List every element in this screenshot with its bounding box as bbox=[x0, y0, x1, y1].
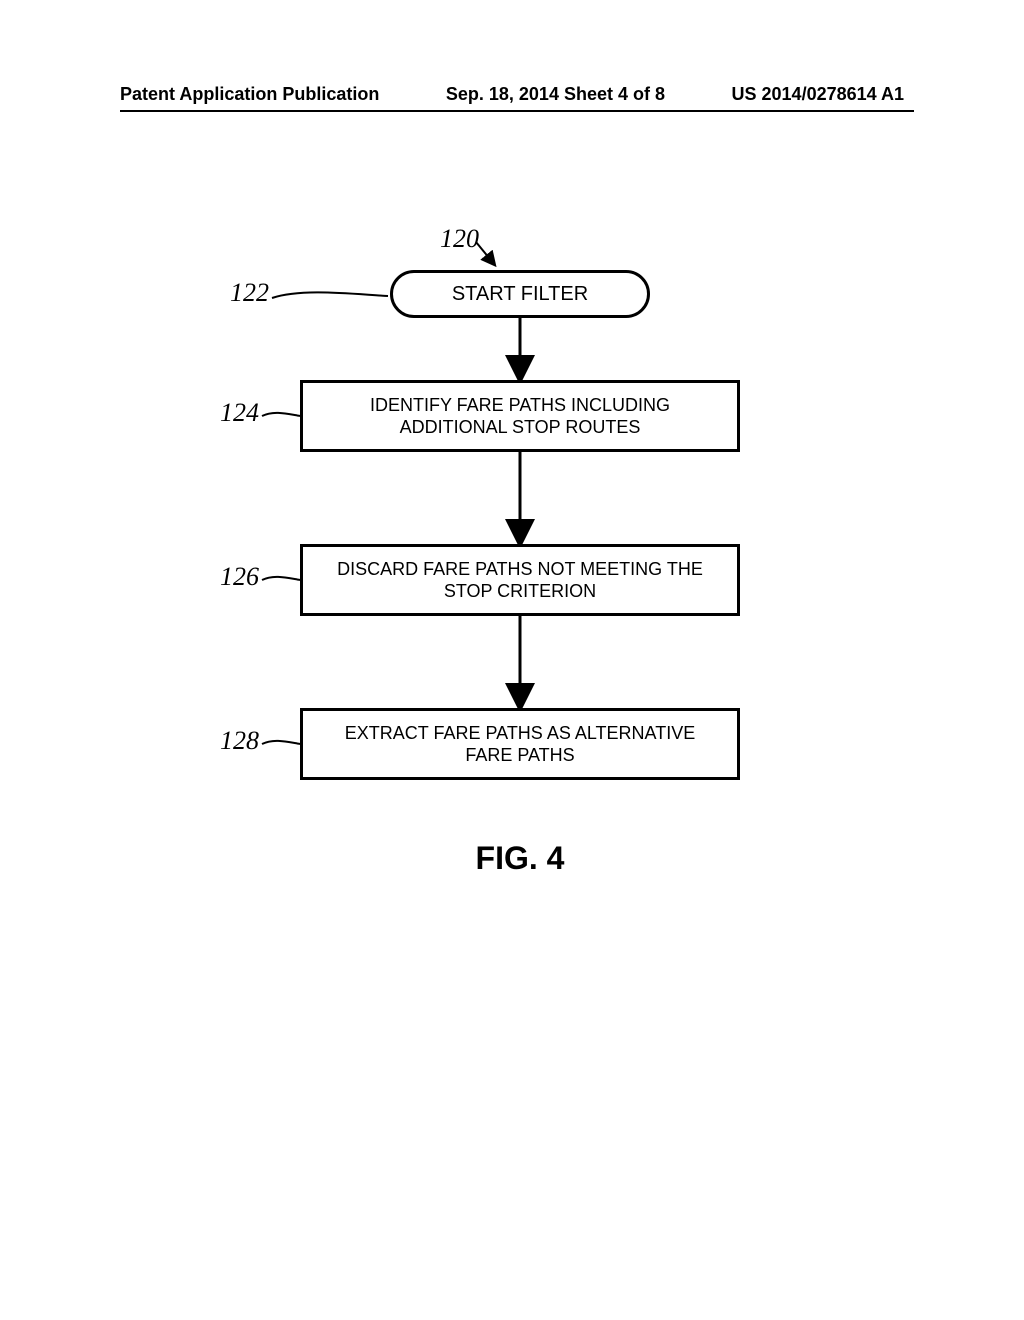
page-header: Patent Application Publication Sep. 18, … bbox=[0, 84, 1024, 105]
step1-node: IDENTIFY FARE PATHS INCLUDING ADDITIONAL… bbox=[300, 380, 740, 452]
ref-126-tick bbox=[262, 574, 302, 590]
ref-124: 124 bbox=[220, 398, 259, 428]
ref-120-arrow bbox=[476, 242, 506, 272]
start-node: START FILTER bbox=[390, 270, 650, 318]
page: Patent Application Publication Sep. 18, … bbox=[0, 0, 1024, 1320]
ref-128-tick bbox=[262, 738, 302, 754]
step2-node: DISCARD FARE PATHS NOT MEETING THE STOP … bbox=[300, 544, 740, 616]
header-center: Sep. 18, 2014 Sheet 4 of 8 bbox=[446, 84, 665, 105]
step1-label: IDENTIFY FARE PATHS INCLUDING ADDITIONAL… bbox=[319, 394, 721, 439]
step3-label: EXTRACT FARE PATHS AS ALTERNATIVE FARE P… bbox=[319, 722, 721, 767]
step2-label: DISCARD FARE PATHS NOT MEETING THE STOP … bbox=[319, 558, 721, 603]
start-node-label: START FILTER bbox=[452, 283, 588, 306]
ref-126: 126 bbox=[220, 562, 259, 592]
figure-label: FIG. 4 bbox=[476, 840, 565, 877]
arrow-2 bbox=[515, 452, 535, 544]
header-rule bbox=[120, 110, 914, 112]
arrow-3 bbox=[515, 616, 535, 708]
ref-124-tick bbox=[262, 410, 302, 426]
ref-122: 122 bbox=[230, 278, 269, 308]
step3-node: EXTRACT FARE PATHS AS ALTERNATIVE FARE P… bbox=[300, 708, 740, 780]
header-right: US 2014/0278614 A1 bbox=[732, 84, 904, 105]
arrow-1 bbox=[515, 318, 535, 380]
ref-122-tick bbox=[272, 290, 392, 310]
ref-120: 120 bbox=[440, 224, 479, 254]
header-left: Patent Application Publication bbox=[120, 84, 379, 105]
ref-128: 128 bbox=[220, 726, 259, 756]
